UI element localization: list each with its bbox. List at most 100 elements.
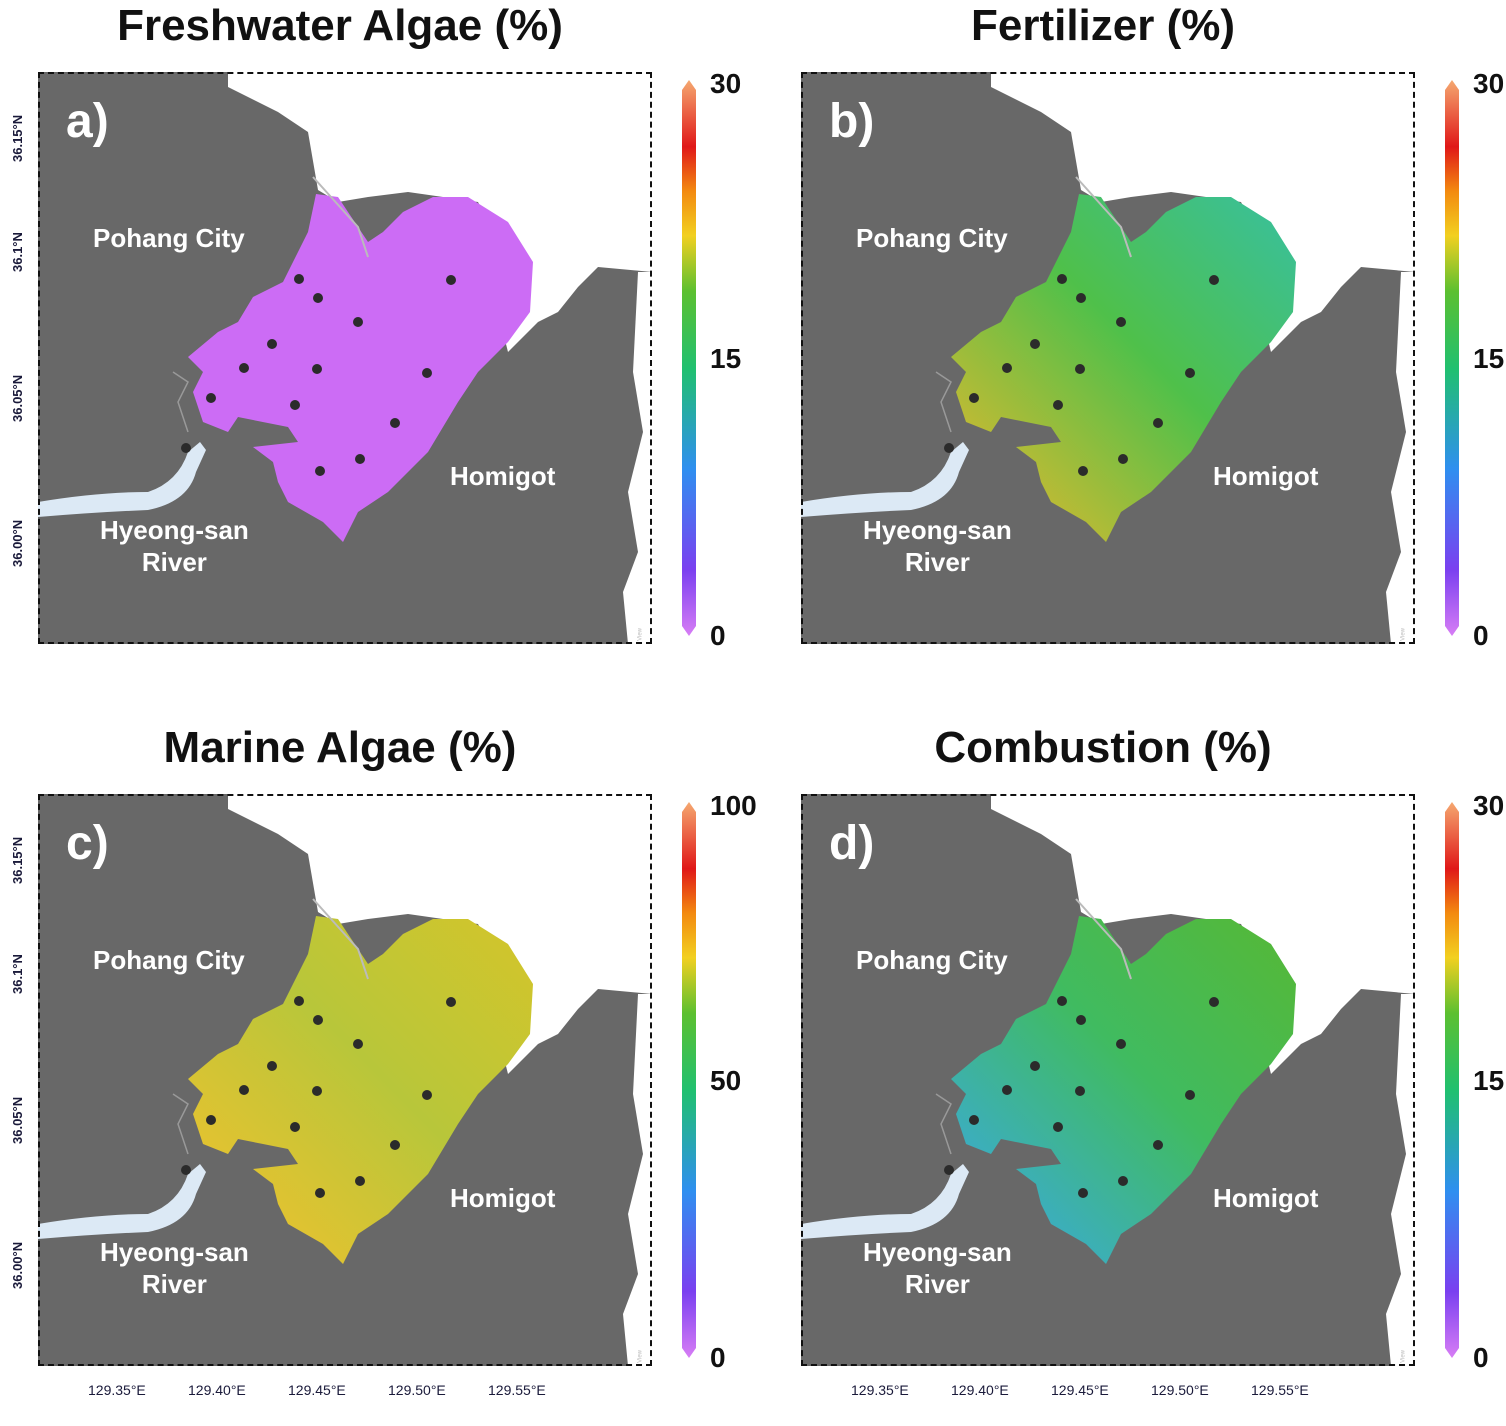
breakwater [1075, 898, 1132, 980]
map-area: d)Pohang CityHomigotHyeong-sanRiverOcean… [801, 794, 1415, 1366]
lon-tick: 129.35°E [88, 1382, 146, 1398]
breakwater [312, 898, 369, 980]
river-label-line1: Hyeong-san [100, 1237, 249, 1267]
lat-tick: 36.00°N [10, 1241, 25, 1289]
open-sea [991, 794, 1415, 1074]
panel-label: d) [829, 817, 875, 870]
panel-title: Freshwater Algae (%) [117, 1, 563, 50]
place-homigot: Homigot [1213, 1183, 1319, 1213]
breakwater [1075, 176, 1132, 258]
panel-a: Freshwater Algae (%) a) Pohang City Homigot… [0, 0, 753, 704]
lon-tick: 129.45°E [288, 1382, 346, 1398]
lon-tick: 129.50°E [388, 1382, 446, 1398]
place-river: Hyeong-san River [863, 1236, 1012, 1300]
sampling-station [1076, 1015, 1086, 1025]
colorbar [1445, 80, 1459, 636]
lon-tick: 129.40°E [951, 1382, 1009, 1398]
lat-tick: 36.15°N [10, 836, 25, 884]
sampling-station [1076, 293, 1086, 303]
colorbar-mid: 50 [710, 1065, 742, 1096]
sampling-station [239, 1085, 249, 1095]
sampling-station [446, 275, 456, 285]
sampling-station [290, 400, 300, 410]
panel-title: Marine Algae (%) [163, 723, 517, 772]
sampling-station [353, 1039, 363, 1049]
place-pohang: Pohang City [93, 223, 245, 253]
colorbar [682, 80, 696, 636]
sampling-station [1118, 454, 1128, 464]
hyeongsan-river [38, 442, 206, 517]
sampling-station [181, 443, 191, 453]
sampling-station [1185, 368, 1195, 378]
bay-map [801, 72, 1415, 644]
place-pohang: Pohang City [856, 223, 1008, 253]
sampling-station [1075, 1086, 1085, 1096]
panel-c: Marine Algae (%) c) Pohang City Homigot Hyeo… [0, 722, 757, 1426]
sampling-station [267, 1061, 277, 1071]
sampling-station [206, 393, 216, 403]
sampling-station [312, 1086, 322, 1096]
lat-tick: 36.15°N [10, 114, 25, 162]
sampling-station [355, 1176, 365, 1186]
river-label-line1: Hyeong-san [100, 515, 249, 545]
bay-map [38, 72, 652, 644]
place-homigot: Homigot [1213, 461, 1319, 491]
sampling-station [1053, 1122, 1063, 1132]
open-sea-east [1386, 994, 1415, 1366]
panel-label: b) [829, 95, 875, 148]
colorbar-max: 100 [710, 790, 757, 821]
sampling-station [422, 368, 432, 378]
map-frame [38, 72, 652, 644]
sampling-station [1209, 275, 1219, 285]
lon-tick: 129.55°E [488, 1382, 546, 1398]
sampling-station [1002, 1085, 1012, 1095]
river-label-line2: River [141, 1269, 207, 1299]
colorbar-max: 30 [1473, 68, 1505, 99]
place-homigot: Homigot [450, 461, 556, 491]
sampling-station [1209, 997, 1219, 1007]
place-river: Hyeong-san River [100, 514, 249, 578]
river-label-line2: River [904, 1269, 970, 1299]
panel-label: c) [66, 817, 109, 870]
sampling-station [1030, 1061, 1040, 1071]
lon-tick: 129.55°E [1251, 1382, 1309, 1398]
sampling-station [267, 339, 277, 349]
map-area: b)Pohang CityHomigotHyeong-sanRiverOcean… [801, 72, 1415, 644]
sampling-station [239, 363, 249, 373]
sampling-station [390, 1140, 400, 1150]
sampling-station [969, 1115, 979, 1125]
open-sea-east [623, 994, 652, 1366]
place-river: Hyeong-san River [100, 1236, 249, 1300]
map-area: c)Pohang CityHomigotHyeong-sanRiverOcean… [38, 794, 652, 1366]
map-frame [38, 794, 652, 1366]
lon-tick: 129.45°E [1051, 1382, 1109, 1398]
colorbar-min: 0 [710, 1342, 726, 1373]
colorbar-mid: 15 [710, 343, 742, 374]
colorbar-mid: 15 [1473, 1065, 1505, 1096]
colorbar [1445, 802, 1459, 1358]
hyeongsan-river [801, 1164, 969, 1239]
sampling-station [181, 1165, 191, 1175]
sampling-station [1057, 996, 1067, 1006]
place-pohang: Pohang City [856, 945, 1008, 975]
sampling-station [294, 274, 304, 284]
colorbar-min: 0 [1473, 620, 1489, 651]
sampling-station [353, 317, 363, 327]
sampling-station [1030, 339, 1040, 349]
open-sea [228, 794, 652, 1074]
lat-tick: 36.05°N [10, 374, 25, 422]
sampling-station [315, 466, 325, 476]
colorbar-min: 0 [710, 620, 726, 651]
sampling-station [1153, 418, 1163, 428]
panel-label: a) [66, 95, 109, 148]
sampling-station [422, 1090, 432, 1100]
sampling-station [969, 393, 979, 403]
panel-title: Fertilizer (%) [970, 1, 1236, 50]
map-frame [801, 794, 1415, 1366]
river-label-line1: Hyeong-san [863, 515, 1012, 545]
river-label-line2: River [141, 547, 207, 577]
bay-map [801, 794, 1415, 1366]
sampling-station [446, 997, 456, 1007]
sampling-station [1116, 1039, 1126, 1049]
sampling-station [944, 443, 954, 453]
